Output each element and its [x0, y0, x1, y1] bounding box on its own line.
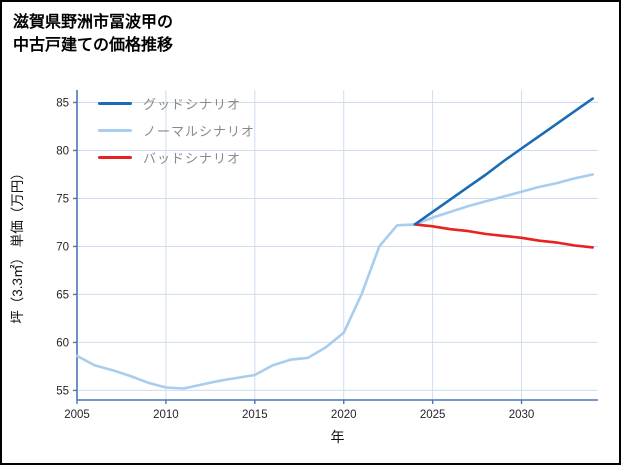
x-tick-label: 2010	[153, 409, 179, 421]
series-line-bad	[413, 223, 595, 249]
legend-item-good-scenario: グッドシナリオ	[98, 95, 255, 112]
x-tick-label: 2030	[509, 409, 535, 421]
series-line-history	[75, 223, 417, 390]
y-axis-label: 坪（3.3㎡） 単価（万円）	[10, 166, 25, 324]
x-tick-label: 2005	[64, 409, 90, 421]
x-axis-label: 年	[331, 429, 345, 445]
y-tick-label: 75	[56, 193, 69, 205]
chart-legend: グッドシナリオ ノーマルシナリオ バッドシナリオ	[98, 95, 255, 166]
legend-label-good: グッドシナリオ	[143, 97, 242, 112]
legend-item-bad-scenario: バッドシナリオ	[98, 149, 255, 166]
y-tick-label: 70	[56, 241, 69, 253]
legend-label-bad: バッドシナリオ	[143, 151, 242, 166]
x-tick-label: 2015	[242, 409, 268, 421]
y-tick-label: 55	[56, 385, 69, 397]
chart-title-line1: 滋賀県野洲市冨波甲の	[13, 14, 174, 31]
series-line-normal	[413, 173, 595, 226]
y-tick-label: 60	[56, 337, 69, 349]
chart-title: 滋賀県野洲市冨波甲の 中古戸建ての価格推移	[13, 11, 173, 57]
legend-swatch-bad	[98, 155, 132, 160]
y-tick-label: 85	[56, 97, 69, 109]
legend-swatch-good	[98, 101, 132, 106]
y-tick-label: 80	[56, 145, 69, 157]
chart-title-line2: 中古戸建ての価格推移	[13, 37, 174, 55]
series-line-good	[413, 97, 595, 226]
legend-label-normal: ノーマルシナリオ	[143, 124, 256, 139]
x-tick-label: 2025	[420, 409, 446, 421]
x-tick-label: 2020	[331, 409, 357, 421]
legend-item-normal-scenario: ノーマルシナリオ	[98, 122, 255, 139]
legend-swatch-normal	[98, 128, 132, 133]
y-tick-label: 65	[56, 289, 69, 301]
